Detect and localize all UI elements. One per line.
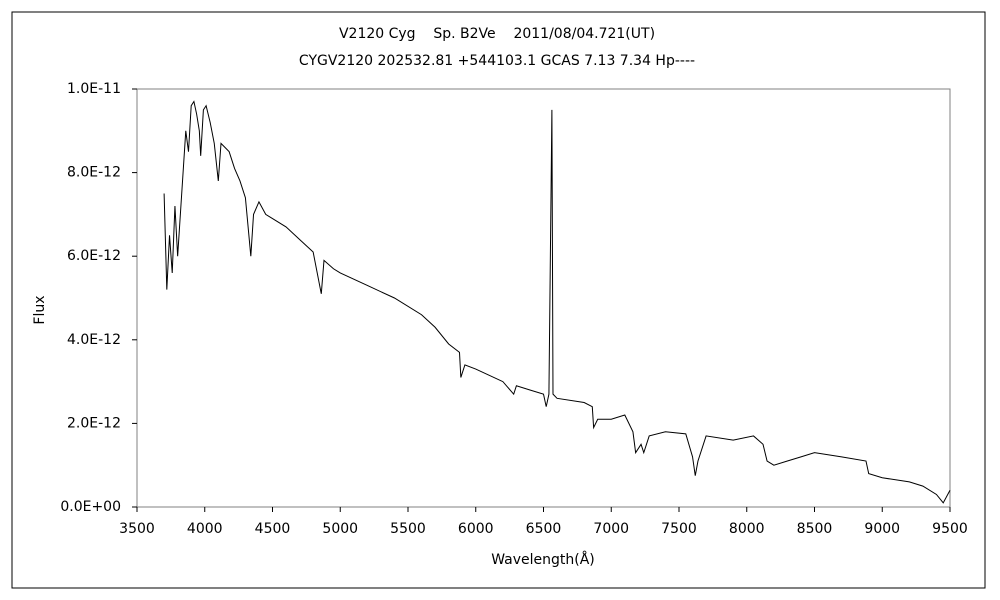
x-tick-label: 8500	[797, 521, 833, 537]
x-tick-label: 3500	[119, 521, 155, 537]
x-tick-label: 4000	[187, 521, 223, 537]
y-tick-label: 1.0E-11	[67, 81, 121, 97]
x-tick-label: 6500	[526, 521, 562, 537]
x-tick-label: 7500	[661, 521, 697, 537]
y-axis-label: Flux	[32, 295, 48, 324]
chart-subtitle: CYGV2120 202532.81 +544103.1 GCAS 7.13 7…	[299, 53, 695, 69]
x-tick-label: 7000	[593, 521, 629, 537]
y-tick-label: 2.0E-12	[67, 415, 121, 431]
plot-area	[136, 88, 951, 508]
x-tick-label: 4500	[255, 521, 291, 537]
y-tick-label: 6.0E-12	[67, 248, 121, 264]
x-tick-label: 5000	[322, 521, 358, 537]
y-tick-label: 0.0E+00	[60, 499, 121, 515]
x-tick-label: 8000	[729, 521, 765, 537]
x-axis-label: Wavelength(Å)	[491, 551, 595, 568]
x-tick-label: 6000	[458, 521, 494, 537]
chart-title: V2120 Cyg Sp. B2Ve 2011/08/04.721(UT)	[339, 26, 655, 42]
x-tick-label: 9500	[932, 521, 968, 537]
spectrum-line	[163, 100, 951, 504]
x-tick-label: 9000	[864, 521, 900, 537]
y-tick-label: 8.0E-12	[67, 165, 121, 181]
x-tick-label: 5500	[390, 521, 426, 537]
y-tick-label: 4.0E-12	[67, 332, 121, 348]
